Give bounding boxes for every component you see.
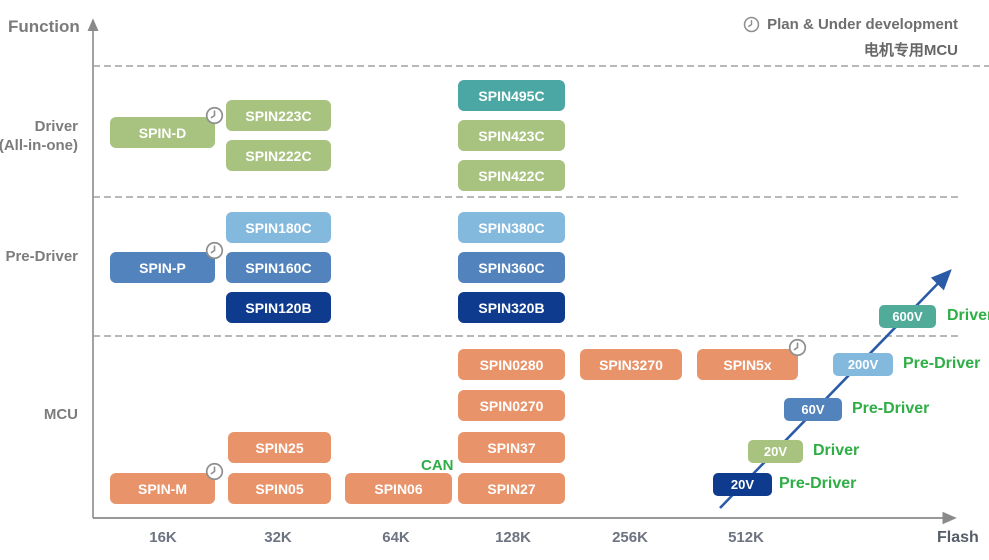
clock-icon	[205, 106, 224, 125]
chip-spin06: SPIN06	[345, 473, 452, 504]
legend-plan-label: Plan & Under development	[767, 16, 958, 33]
legend-subtitle: 电机专用MCU	[863, 42, 958, 59]
x-tick-128k: 128K	[495, 529, 531, 546]
legend: Plan & Under development	[743, 16, 958, 33]
chip-spin495c: SPIN495C	[458, 80, 565, 111]
chip-spin380c: SPIN380C	[458, 212, 565, 243]
chip-spin3270: SPIN3270	[580, 349, 682, 380]
chip-spin320b: SPIN320B	[458, 292, 565, 323]
x-axis-title: Flash	[937, 529, 979, 546]
can-annotation: CAN	[421, 457, 454, 474]
row-label-driver-line2: (All-in-one)	[0, 137, 78, 154]
chip-spin120b: SPIN120B	[226, 292, 331, 323]
chip-spin222c: SPIN222C	[226, 140, 331, 171]
voltage-label-60v-predriver: Pre-Driver	[852, 400, 930, 417]
voltage-label-20v-driver: Driver	[813, 442, 860, 459]
chip-spin27: SPIN27	[458, 473, 565, 504]
chip-spin0280: SPIN0280	[458, 349, 565, 380]
y-axis-title: Function	[8, 17, 80, 36]
chip-spin-d: SPIN-D	[110, 106, 224, 148]
chip-spin180c: SPIN180C	[226, 212, 331, 243]
voltage-chip-20v-predriver: 20V	[713, 473, 772, 496]
x-tick-64k: 64K	[382, 529, 410, 546]
voltage-chip-200v: 200V	[833, 353, 893, 376]
chip-spin5x: SPIN5x	[697, 338, 807, 380]
voltage-chip-600v: 600V	[879, 305, 936, 328]
voltage-label-200v-predriver: Pre-Driver	[903, 355, 981, 372]
clock-icon	[788, 338, 807, 357]
voltage-label-600v-driver: Driver	[947, 307, 989, 324]
chip-spin0270: SPIN0270	[458, 390, 565, 421]
chip-spin223c: SPIN223C	[226, 100, 331, 131]
chip-spin05: SPIN05	[228, 473, 331, 504]
x-tick-16k: 16K	[149, 529, 177, 546]
clock-icon	[205, 462, 224, 481]
voltage-chip-20v-driver: 20V	[748, 440, 803, 463]
chip-spin423c: SPIN423C	[458, 120, 565, 151]
voltage-chip-60v: 60V	[784, 398, 842, 421]
row-label-mcu: MCU	[43, 406, 78, 423]
chip-spin-p: SPIN-P	[110, 241, 224, 283]
clock-icon	[743, 16, 760, 33]
chip-spin422c: SPIN422C	[458, 160, 565, 191]
x-tick-32k: 32K	[264, 529, 292, 546]
x-tick-256k: 256K	[612, 529, 648, 546]
row-label-driver: Driver (All-in-one)	[0, 117, 78, 155]
chip-spin25: SPIN25	[228, 432, 331, 463]
x-tick-512k: 512K	[728, 529, 764, 546]
clock-icon	[205, 241, 224, 260]
chip-spin360c: SPIN360C	[458, 252, 565, 283]
chip-spin160c: SPIN160C	[226, 252, 331, 283]
voltage-label-20v-predriver: Pre-Driver	[779, 475, 857, 492]
row-label-driver-line1: Driver	[34, 118, 78, 135]
chip-spin-m: SPIN-M	[110, 462, 224, 504]
chip-spin37: SPIN37	[458, 432, 565, 463]
row-label-pre-driver: Pre-Driver	[5, 248, 78, 265]
